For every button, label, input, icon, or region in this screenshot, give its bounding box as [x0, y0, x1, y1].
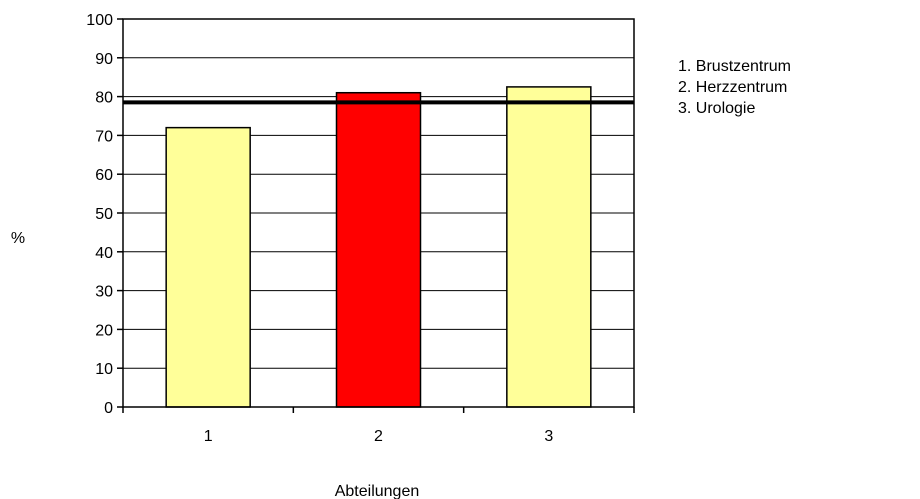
legend-entry: 1. Brustzentrum	[678, 58, 791, 75]
y-axis-ticks: 0 10 20 30 40 50 60 70 80 90 100	[86, 12, 123, 417]
y-tick-label: 100	[86, 12, 113, 29]
y-tick-label: 90	[95, 51, 113, 68]
y-tick-label: 50	[95, 206, 113, 223]
y-tick-label: 40	[95, 245, 113, 262]
y-axis-title: %	[11, 230, 25, 247]
legend-entry: 2. Herzzentrum	[678, 79, 787, 96]
y-tick-label: 0	[104, 400, 113, 417]
legend: 1. Brustzentrum 2. Herzzentrum 3. Urologie	[678, 58, 791, 117]
bar-1	[165, 126, 251, 408]
y-tick-label: 30	[95, 284, 113, 301]
y-tick-label: 10	[95, 361, 113, 378]
bar-3	[506, 86, 592, 408]
x-tick-label: 3	[544, 428, 553, 445]
legend-entry: 3. Urologie	[678, 100, 755, 117]
x-tick-label: 2	[374, 428, 383, 445]
bar-2	[335, 91, 422, 408]
x-tick-label: 1	[204, 428, 213, 445]
x-axis-ticks: 1 2 3	[122, 407, 635, 445]
y-tick-label: 70	[95, 128, 113, 145]
y-tick-label: 20	[95, 322, 113, 339]
bars	[165, 86, 592, 408]
y-tick-label: 60	[95, 167, 113, 184]
y-tick-label: 80	[95, 90, 113, 107]
x-axis-title: Abteilungen	[335, 483, 420, 499]
